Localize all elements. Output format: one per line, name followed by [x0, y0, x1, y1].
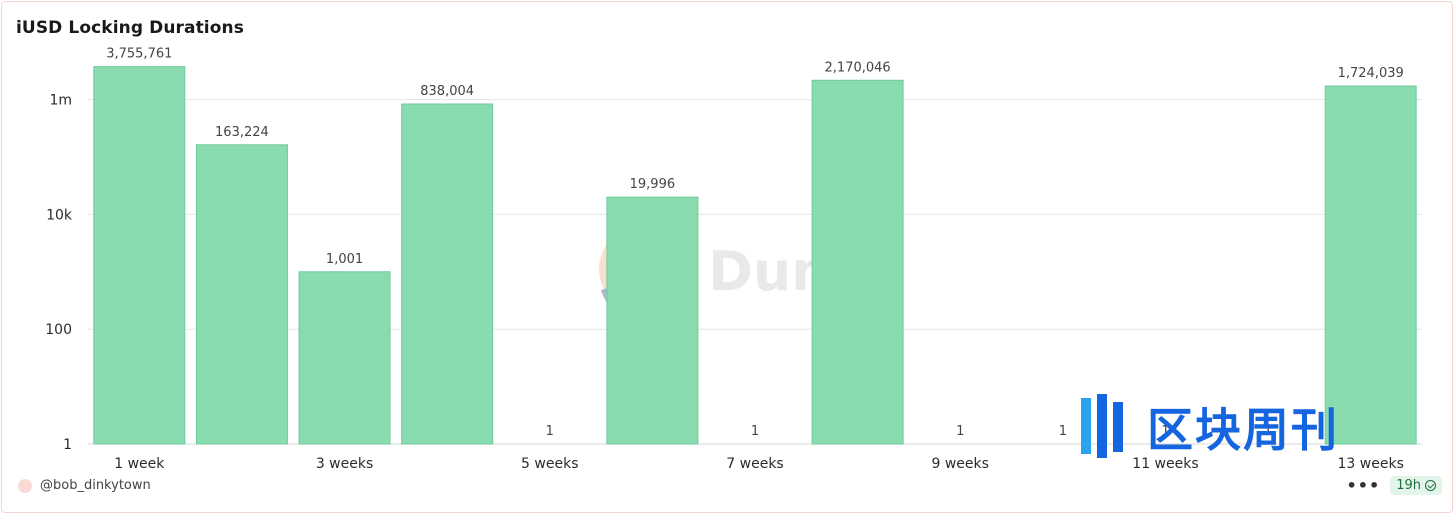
data-label: 1	[956, 424, 964, 439]
x-tick-label: 7 weeks	[726, 456, 783, 472]
bar	[93, 66, 186, 445]
bar	[811, 79, 904, 445]
more-menu-icon[interactable]: •••	[1346, 476, 1381, 495]
overlay-watermark: 区块周刊	[1075, 392, 1339, 462]
age-label: 19h	[1396, 478, 1421, 493]
data-label: 838,004	[420, 84, 474, 99]
overlay-watermark-text: 区块周刊	[1147, 403, 1339, 457]
data-label: 1	[546, 424, 554, 439]
x-tick-label: 13 weeks	[1338, 456, 1404, 472]
data-label: 1	[1059, 424, 1067, 439]
x-tick-label: 3 weeks	[316, 456, 373, 472]
bar	[401, 103, 494, 445]
y-tick-label: 1m	[49, 93, 72, 109]
author-name: @bob_dinkytown	[40, 478, 151, 493]
data-label: 1	[751, 424, 759, 439]
data-label: 1	[1264, 424, 1272, 439]
x-tick-label: 1 week	[114, 456, 165, 472]
data-label: 163,224	[215, 125, 269, 140]
bar	[606, 196, 699, 445]
y-tick-label: 1	[63, 437, 72, 453]
chart-title: iUSD Locking Durations	[16, 18, 244, 38]
x-tick-label: 11 weeks	[1132, 456, 1198, 472]
data-label: 1	[1161, 424, 1169, 439]
refresh-age-badge[interactable]: 19h	[1390, 476, 1442, 495]
y-tick-label: 100	[45, 322, 72, 338]
y-tick-label: 10k	[46, 207, 73, 223]
bar	[1324, 85, 1417, 445]
bar	[298, 271, 391, 445]
bar	[195, 144, 288, 445]
overlay-logo-icon	[1081, 394, 1123, 458]
data-label: 1,001	[326, 252, 363, 267]
data-label: 19,996	[630, 177, 676, 192]
data-label: 2,170,046	[825, 60, 891, 75]
check-circle-icon	[1425, 480, 1436, 491]
data-label: 1,724,039	[1338, 66, 1404, 81]
footer-actions: ••• 19h	[1347, 476, 1442, 495]
avatar	[18, 478, 32, 493]
author-link[interactable]: @bob_dinkytown	[18, 478, 151, 493]
data-label: 3,755,761	[106, 47, 172, 62]
x-tick-label: 9 weeks	[932, 456, 989, 472]
x-tick-label: 5 weeks	[521, 456, 578, 472]
